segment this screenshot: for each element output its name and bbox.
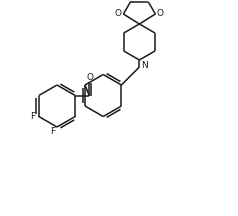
- Text: O: O: [87, 73, 94, 82]
- Text: F: F: [30, 112, 35, 121]
- Text: O: O: [115, 8, 122, 17]
- Text: O: O: [157, 8, 164, 17]
- Text: N: N: [141, 60, 148, 70]
- Text: F: F: [50, 127, 55, 137]
